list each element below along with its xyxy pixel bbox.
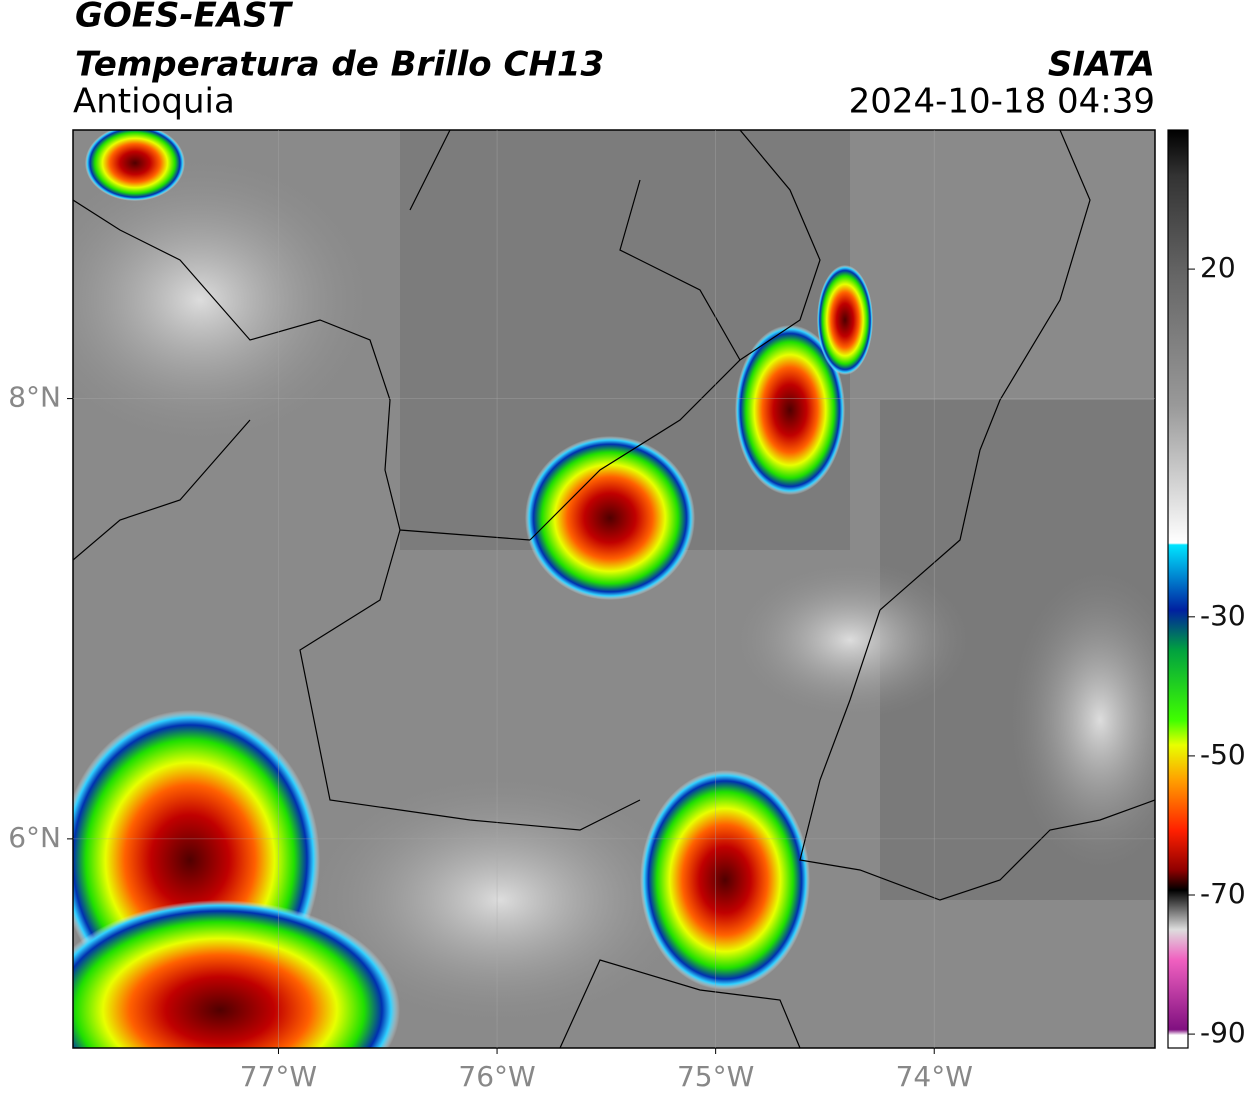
map-frame: [72, 129, 1156, 1049]
x-tick-label: 76°W: [458, 1060, 535, 1093]
y-tick-label: 6°N: [8, 821, 61, 854]
colorbar: [1167, 129, 1189, 1049]
x-tick-label: 75°W: [677, 1060, 754, 1093]
colorbar-tick-label: -90: [1200, 1016, 1246, 1049]
title: GOES-EAST: [75, 0, 294, 36]
subtitle: Temperatura de Brillo CH13: [75, 45, 604, 85]
colorbar-tick-label: -30: [1200, 599, 1246, 632]
map-image: [73, 130, 1155, 1048]
y-tick-label: 8°N: [8, 381, 61, 414]
colorbar-tick-label: -50: [1200, 738, 1246, 771]
x-tick-label: 77°W: [240, 1060, 317, 1093]
region: Antioquia: [73, 82, 235, 122]
colorbar-tick-label: 20: [1200, 251, 1236, 284]
x-tick-label: 74°W: [896, 1060, 973, 1093]
source: SIATA: [1048, 45, 1155, 85]
colorbar-tick-label: -70: [1200, 877, 1246, 910]
datetime: 2024-10-18 04:39: [849, 82, 1155, 122]
